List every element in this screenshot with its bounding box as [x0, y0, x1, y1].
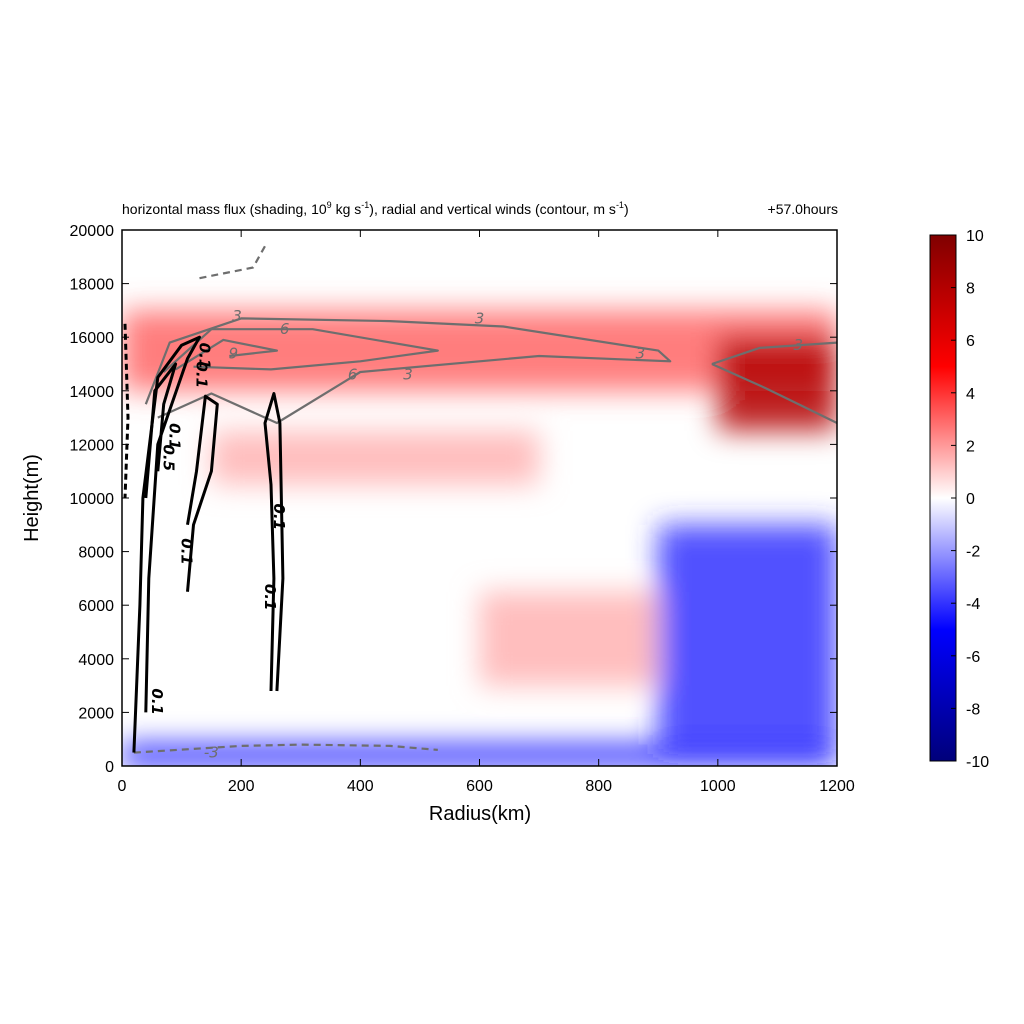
shading-region-5: [211, 431, 540, 485]
colorbar-tick-label: 0: [966, 491, 975, 508]
colorbar-tick-label: -2: [966, 544, 980, 561]
colorbar-tick-label: -10: [966, 754, 989, 771]
colorbar-tick-label: 6: [966, 333, 975, 350]
y-tick-label: 10000: [70, 491, 115, 508]
vertical-wind-contour-label: 0.1: [195, 343, 213, 370]
colorbar-tick-label: -6: [966, 649, 980, 666]
vertical-wind-contour-1: [186, 394, 219, 592]
radial-wind-contour-label: 6: [280, 320, 290, 338]
x-tick-label: 200: [228, 778, 255, 795]
radial-wind-contour-6: [199, 245, 266, 280]
y-tick-label: 16000: [70, 330, 115, 347]
vertical-wind-contour-label: 0.1: [192, 361, 210, 388]
heatmap-shading: [122, 310, 837, 766]
shading-region-3: [658, 524, 837, 745]
y-tick-label: 0: [105, 759, 114, 776]
x-tick-label: 800: [585, 778, 612, 795]
chart-title: horizontal mass flux (shading, 109 kg s-…: [122, 200, 629, 217]
radial-wind-contour-label: 3: [232, 307, 242, 325]
y-axis-title: Height(m): [21, 454, 43, 542]
vertical-wind-contour-3: [144, 362, 178, 499]
shading-region-2: [122, 744, 837, 766]
y-tick-label: 20000: [70, 223, 115, 240]
radial-wind-contour-label: -3: [204, 744, 219, 762]
y-axis: 0 2000 4000 6000 8000 10000 12000 14000 16000 180…: [70, 223, 837, 776]
x-axis: 0 200 400 600 800 1000 1200: [118, 230, 855, 795]
y-tick-label: 8000: [78, 545, 114, 562]
radial-wind-contour-2: [711, 362, 837, 424]
colorbar-tick-label: 2: [966, 438, 975, 455]
vertical-wind-contour-4: [123, 323, 130, 499]
radial-wind-contour-4: [175, 338, 278, 371]
radial-wind-contour-label: 3: [403, 366, 413, 384]
vertical-wind-contour-label: 0.1: [261, 584, 279, 611]
radial-wind-contour-1: [711, 341, 837, 366]
radial-wind-contour-label: 6: [348, 366, 358, 384]
vertical-wind-contour-label: 0.1: [270, 503, 288, 530]
radial-wind-contour-3: [162, 328, 439, 373]
colorbar-tick-label: -8: [966, 701, 980, 718]
time-label: +57.0hours: [768, 201, 838, 217]
radial-wind-contour-label: 9: [229, 344, 239, 362]
x-tick-label: 1000: [700, 778, 736, 795]
vertical-wind-contour-label: 0.5: [160, 445, 178, 472]
y-tick-label: 6000: [78, 598, 114, 615]
colorbar-ticks: 10 8 6 4 2 0 -2 -4 -6 -8 -10: [951, 228, 989, 771]
vertical-wind-contour-label: 0.1: [148, 688, 166, 715]
radial-wind-contour-label: 3: [793, 336, 803, 354]
vertical-wind-contour-label: 0.1: [166, 423, 184, 450]
colorbar-tick-label: 4: [966, 386, 975, 403]
y-tick-label: 2000: [78, 705, 114, 722]
radial-wind-contour-label: 3: [636, 344, 646, 362]
vertical-wind-contour-0: [132, 335, 201, 753]
colorbar-tick-label: 8: [966, 281, 975, 298]
y-tick-label: 18000: [70, 277, 115, 294]
x-tick-label: 400: [347, 778, 374, 795]
colorbar: 10 8 6 4 2 0 -2 -4 -6 -8 -10: [929, 228, 989, 771]
vertical-wind-contour-label: 0.1: [178, 538, 196, 565]
colorbar-tick-label: -4: [966, 596, 980, 613]
vertical-wind-contour-2: [263, 392, 285, 692]
x-tick-label: 1200: [819, 778, 855, 795]
colorbar-tick-label: 10: [966, 228, 984, 245]
y-tick-label: 4000: [78, 652, 114, 669]
shading-region-1: [717, 337, 837, 431]
x-tick-label: 600: [466, 778, 493, 795]
x-axis-title: Radius(km): [429, 803, 531, 825]
y-tick-label: 12000: [70, 437, 115, 454]
shading-region-4: [479, 591, 659, 686]
radial-wind-contour-label: 3: [475, 309, 485, 327]
contour-layer: [123, 245, 837, 754]
y-tick-label: 14000: [70, 384, 115, 401]
x-tick-label: 0: [118, 778, 127, 795]
